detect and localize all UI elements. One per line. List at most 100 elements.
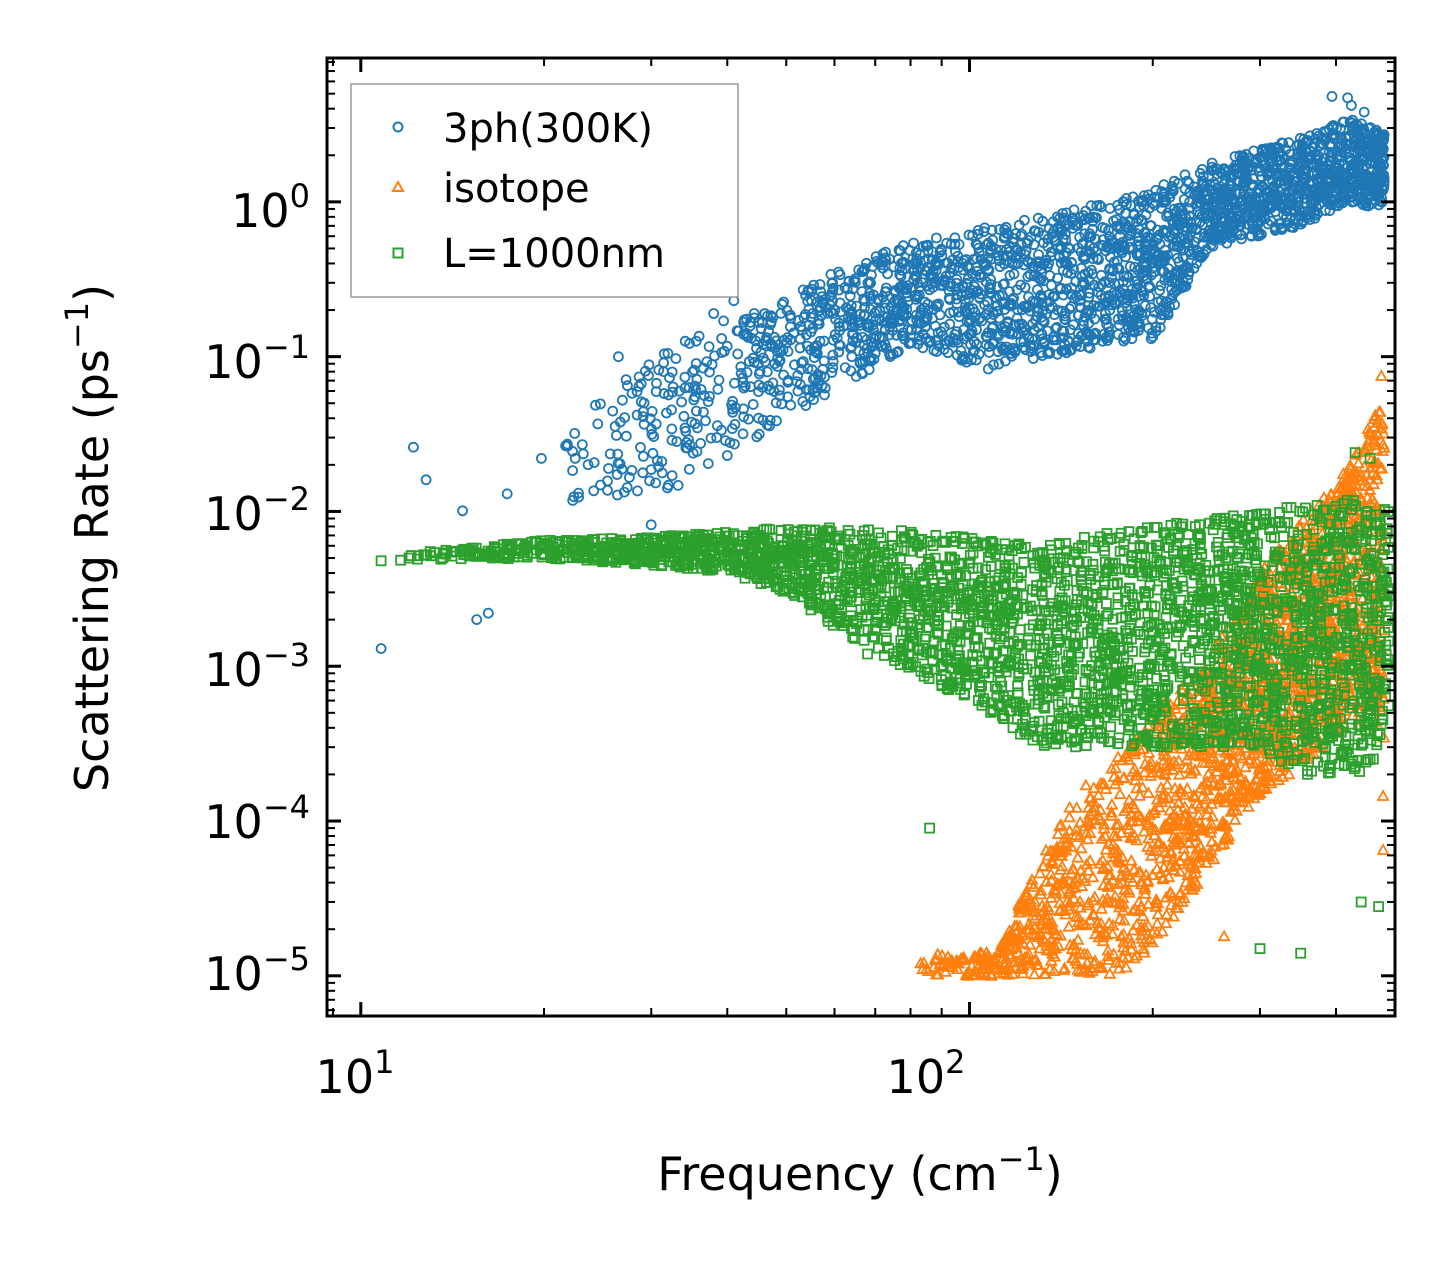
circle-point: [604, 448, 616, 460]
circle-point: [716, 333, 727, 344]
circle-point: [471, 614, 483, 625]
triangle-point: [1205, 834, 1219, 847]
circle-point: [613, 351, 624, 363]
series-3ph(300K): [375, 91, 1390, 654]
circle-point: [747, 398, 759, 410]
circle-point: [845, 365, 857, 377]
triangle-point: [1113, 787, 1127, 800]
circle-point: [689, 380, 701, 392]
circle-point: [576, 439, 588, 451]
circle-point: [846, 351, 858, 363]
circle-point: [1118, 335, 1129, 347]
circle-point: [729, 377, 740, 389]
circle-point: [1163, 231, 1175, 243]
circle-point: [849, 273, 861, 285]
circle-point: [959, 294, 971, 306]
circle-point: [924, 337, 935, 348]
triangle-point: [1150, 916, 1164, 929]
circle-point: [802, 295, 814, 307]
circle-point: [869, 307, 881, 319]
circle-point: [708, 308, 720, 319]
circle-point: [793, 314, 804, 326]
circle-point: [1158, 224, 1170, 236]
circle-point: [569, 427, 581, 439]
circle-point: [592, 418, 604, 430]
circle-point: [612, 489, 623, 501]
circle-point: [624, 471, 635, 483]
circle-point: [737, 428, 749, 440]
circle-point: [1103, 321, 1114, 333]
circle-point: [1246, 230, 1257, 242]
circle-point: [771, 415, 782, 427]
circle-point: [635, 441, 646, 453]
circle-point: [695, 437, 706, 449]
circle-point: [1057, 208, 1068, 219]
circle-point: [816, 291, 828, 303]
circle-point: [1275, 222, 1287, 234]
triangle-point: [1217, 929, 1231, 942]
circle-point: [607, 405, 619, 417]
circle-point: [1145, 333, 1157, 345]
circle-point: [1312, 207, 1324, 219]
circle-point: [727, 395, 738, 407]
triangle-point: [1166, 909, 1181, 922]
circle-point: [951, 326, 963, 338]
triangle-point: [1062, 810, 1076, 823]
circle-point: [864, 287, 875, 299]
circle-point: [1207, 240, 1219, 252]
circle-point: [833, 346, 845, 358]
circle-point: [637, 467, 649, 479]
circle-point: [643, 359, 655, 371]
circle-point: [888, 261, 900, 273]
triangle-point: [1027, 967, 1041, 980]
circle-point: [1156, 250, 1168, 262]
circle-point: [700, 415, 711, 427]
circle-point: [755, 346, 767, 358]
circle-point: [626, 464, 638, 476]
circle-point: [841, 283, 853, 295]
circle-point: [1178, 194, 1190, 205]
circle-point: [897, 240, 909, 252]
circle-point: [1052, 272, 1063, 284]
circle-point: [1286, 155, 1298, 167]
circle-point: [798, 311, 810, 323]
circle-point: [1083, 317, 1095, 329]
circle-point: [794, 378, 806, 390]
circle-point: [915, 309, 927, 321]
circle-point: [703, 341, 715, 353]
circle-point: [973, 246, 985, 258]
circle-point: [638, 450, 649, 462]
circle-point: [666, 470, 678, 482]
circle-point: [1111, 255, 1123, 267]
circle-point: [718, 315, 729, 327]
triangle-point: [1083, 790, 1097, 803]
circle-point: [931, 232, 942, 244]
circle-point: [806, 364, 818, 376]
circle-point: [1033, 226, 1044, 238]
circle-point: [645, 519, 657, 531]
circle-point: [635, 396, 647, 408]
circle-point: [817, 363, 829, 375]
data-points: [375, 91, 1395, 981]
circle-point: [611, 429, 622, 441]
circle-point: [1326, 91, 1338, 102]
circle-point: [983, 237, 994, 249]
circle-point: [1046, 279, 1057, 291]
circle-point: [997, 278, 1009, 290]
circle-point: [1196, 163, 1208, 175]
circle-point: [738, 314, 750, 326]
circle-point: [1079, 228, 1091, 240]
circle-point: [482, 607, 494, 619]
circle-point: [501, 488, 513, 500]
circle-point: [808, 279, 820, 291]
circle-point: [705, 432, 717, 444]
circle-point: [721, 450, 733, 461]
circle-point: [407, 441, 419, 453]
circle-point: [839, 362, 851, 374]
circle-point: [603, 463, 614, 474]
circle-point: [590, 399, 601, 411]
triangle-point: [1376, 843, 1390, 855]
circle-point: [661, 407, 672, 419]
circle-point: [646, 428, 658, 440]
circle-point: [1068, 204, 1080, 216]
